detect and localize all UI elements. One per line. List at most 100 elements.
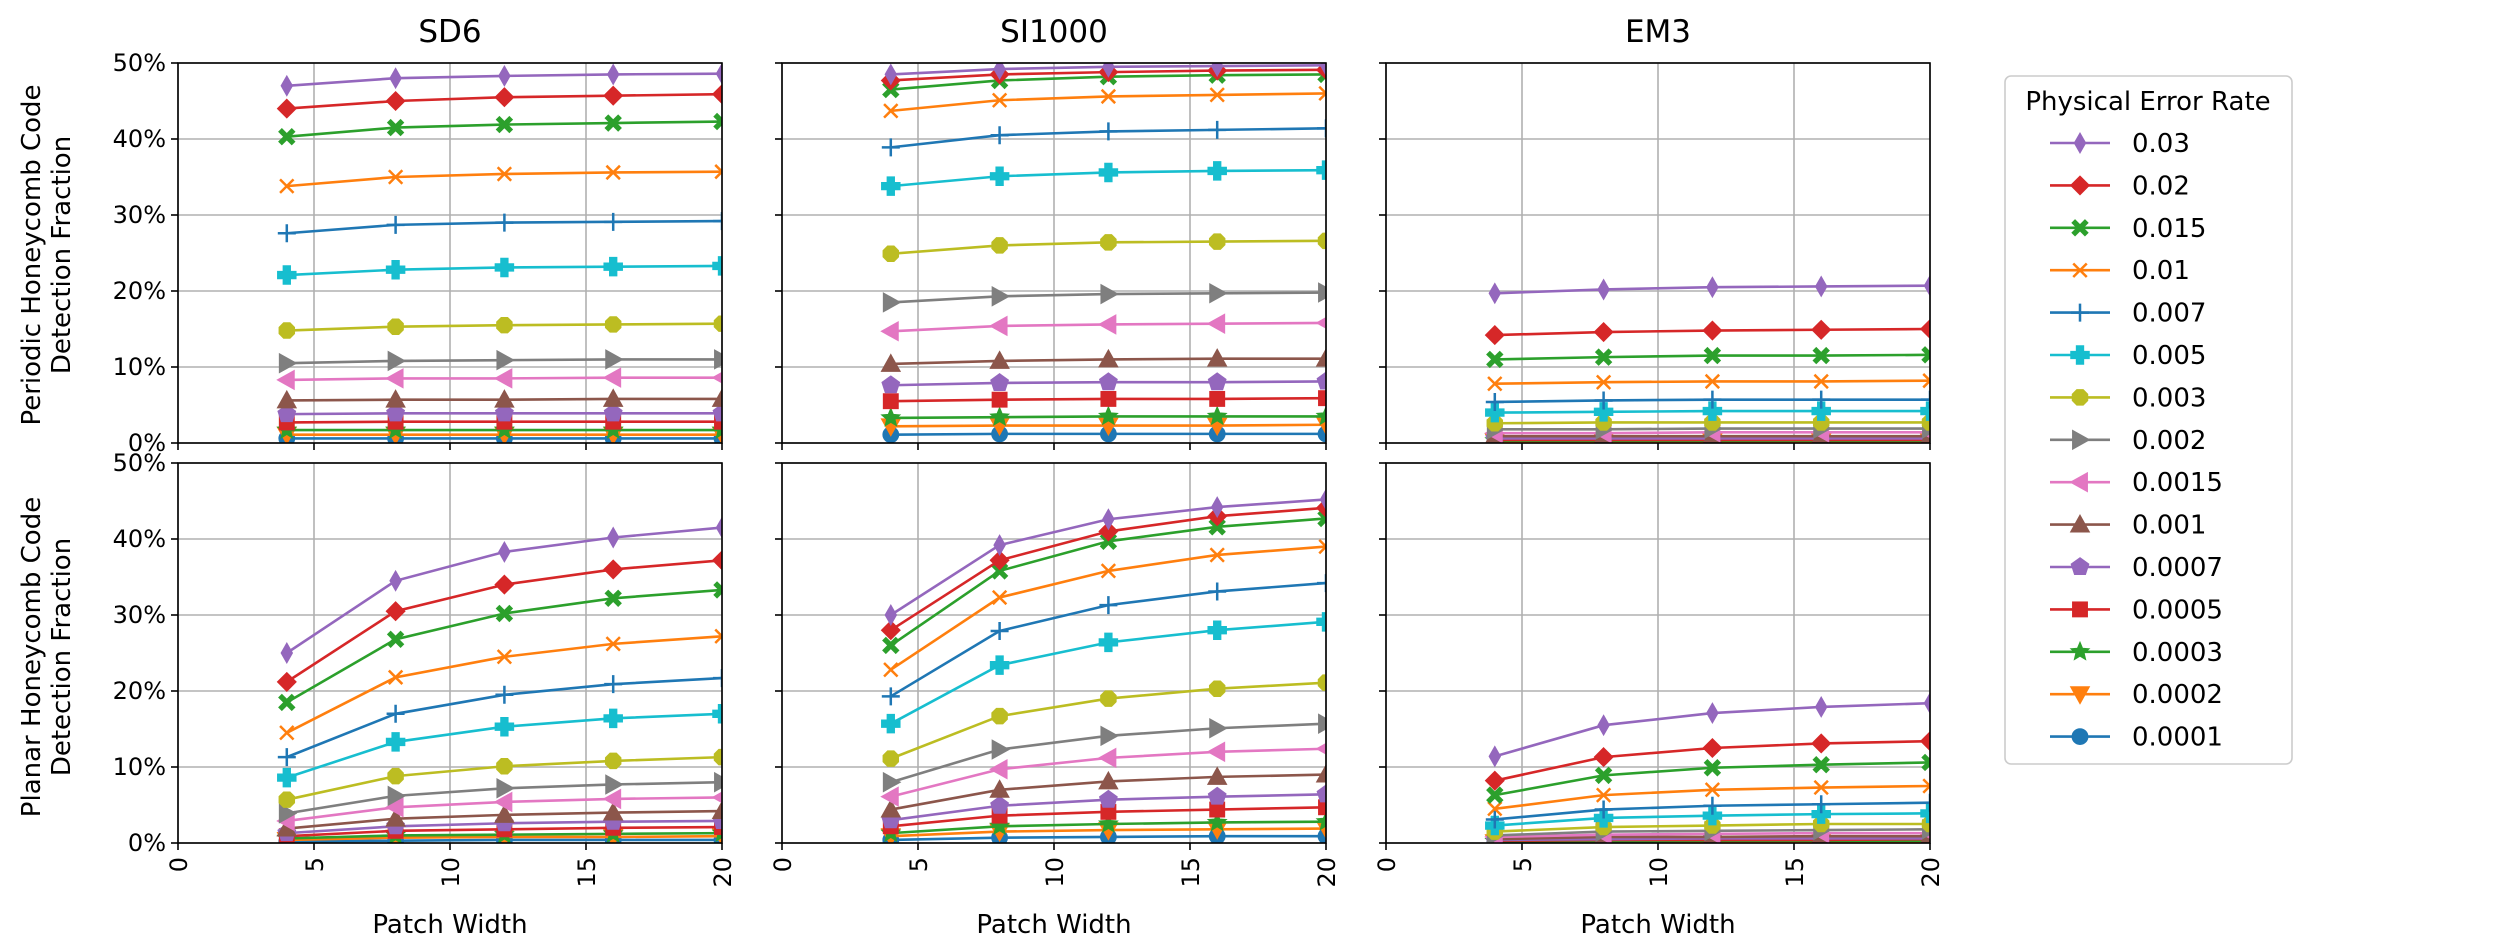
data-point: [881, 713, 901, 734]
data-point: [606, 63, 620, 86]
data-point: [495, 115, 514, 134]
data-point: [1098, 162, 1119, 183]
data-point: [1209, 717, 1228, 739]
data-point: [1315, 764, 1326, 783]
data-point: [989, 655, 1010, 675]
data-point: [882, 636, 900, 655]
legend-frame: [2004, 75, 2293, 765]
data-point: [1318, 282, 1326, 303]
legend-marker: [2071, 728, 2089, 745]
data-point: [603, 559, 624, 580]
data-point: [1488, 282, 1502, 305]
data-point: [278, 352, 298, 374]
x-axis-label-sd6: Patch Width: [372, 910, 527, 940]
data-point: [498, 540, 511, 563]
data-point: [1923, 692, 1930, 715]
data-point: [1207, 372, 1227, 391]
panel-periodic-si1000: [775, 62, 1327, 450]
data-point: [602, 388, 624, 407]
data-point: [1316, 371, 1326, 390]
data-point: [1207, 620, 1227, 640]
data-point: [1099, 122, 1118, 141]
data-point: [1318, 390, 1326, 407]
data-point: [1210, 496, 1224, 519]
panel-planar-em3: 0 5 10 15 20: [1373, 462, 1945, 888]
legend-marker: [2071, 219, 2089, 237]
data-point: [386, 215, 405, 234]
legend-label: 0.001: [2132, 511, 2206, 541]
y-axis-label-line: Planar Honeycomb Code: [17, 497, 47, 817]
data-point: [1703, 346, 1722, 365]
data-point: [1811, 401, 1831, 421]
data-point: [1812, 756, 1830, 774]
data-point: [1486, 350, 1504, 369]
data-point: [1814, 695, 1828, 718]
data-point: [991, 739, 1011, 760]
data-point: [1704, 373, 1721, 390]
data-point: [712, 403, 722, 422]
data-point: [1485, 810, 1504, 829]
data-point: [1812, 795, 1831, 814]
data-point: [991, 237, 1008, 254]
data-point: [1207, 161, 1227, 181]
series-layer: [880, 488, 1326, 843]
data-point: [1098, 521, 1119, 542]
data-point: [884, 63, 898, 86]
y-axis-label-periodic: Periodic Honeycomb CodeDetection Fractio…: [17, 84, 77, 425]
data-point: [1919, 731, 1930, 752]
data-point: [1319, 488, 1326, 511]
data-point: [603, 256, 623, 277]
data-point: [990, 373, 1010, 391]
data-point: [993, 534, 1006, 557]
data-point: [1814, 275, 1828, 298]
data-point: [882, 750, 900, 767]
data-point: [1097, 813, 1119, 833]
data-point: [605, 774, 624, 795]
legend-item-0.005: 0.005: [2050, 341, 2206, 371]
legend-marker: [2070, 557, 2090, 576]
data-point: [1315, 348, 1326, 367]
data-point: [1102, 508, 1115, 531]
series-line-0.015: [286, 588, 722, 704]
data-point: [1206, 348, 1228, 367]
data-point: [883, 103, 899, 119]
data-point: [494, 804, 515, 823]
data-point: [881, 138, 900, 157]
data-point: [1921, 390, 1930, 409]
x-axis-label-si1000: Patch Width: [976, 910, 1131, 940]
legend-marker: [2071, 389, 2089, 406]
data-point: [1702, 737, 1723, 759]
legend-label: 0.0003: [2132, 638, 2223, 668]
data-point: [1317, 119, 1326, 138]
data-point: [715, 63, 722, 85]
legend-label: 0.005: [2132, 341, 2206, 371]
legend-marker: [2069, 471, 2088, 493]
x-tick-label: 20: [1313, 857, 1341, 888]
data-point: [385, 368, 404, 389]
data-point: [1812, 346, 1830, 365]
data-point: [1098, 372, 1118, 391]
data-point: [494, 403, 514, 422]
data-point: [605, 349, 624, 370]
data-point: [714, 628, 722, 644]
y-tick-label: 20%: [113, 677, 166, 705]
data-point: [880, 799, 902, 818]
x-tick-label: 0: [769, 857, 797, 872]
data-point: [276, 671, 297, 692]
legend-marker: [2072, 429, 2091, 451]
data-point: [387, 350, 407, 372]
data-point: [494, 574, 515, 595]
data-point: [713, 315, 722, 332]
data-point: [1704, 782, 1721, 798]
legend-label: 0.0001: [2132, 723, 2223, 753]
x-tick-label: 15: [573, 857, 601, 888]
data-point: [1597, 714, 1610, 737]
legend-label: 0.0005: [2132, 595, 2223, 625]
series-layer: [880, 63, 1326, 443]
data-point: [278, 791, 296, 808]
data-point: [387, 767, 404, 785]
x-tick-label: 10: [437, 857, 465, 888]
data-point: [1206, 313, 1226, 334]
data-point: [1485, 402, 1505, 423]
data-point: [280, 642, 294, 664]
